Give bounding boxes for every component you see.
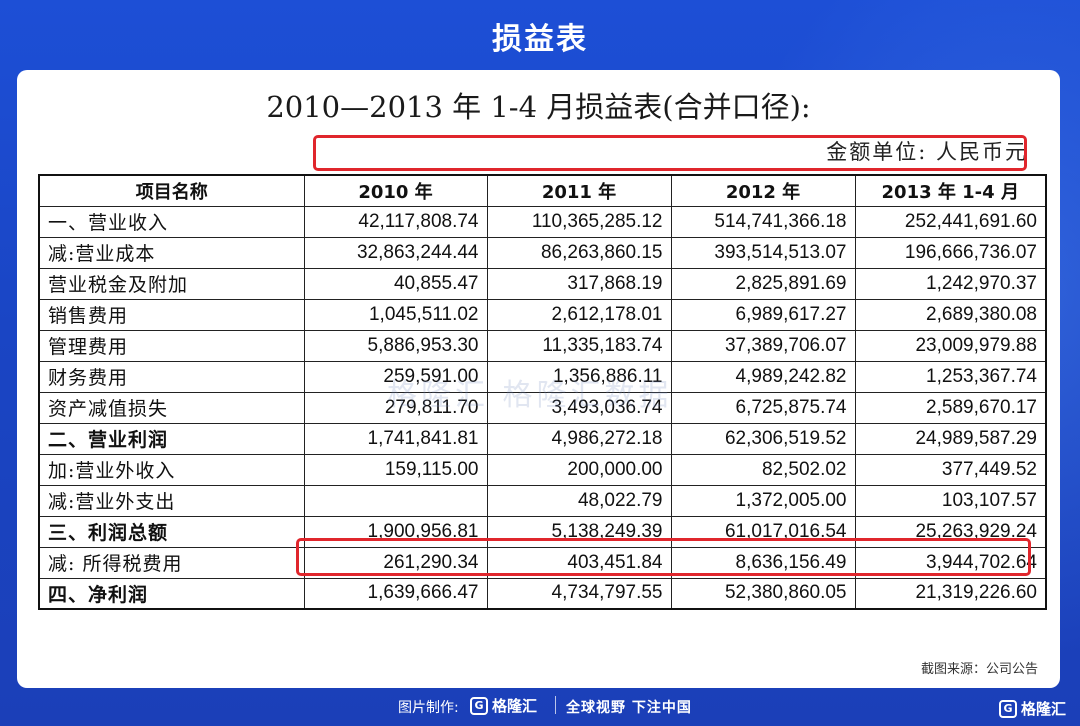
row-value: 514,741,366.18 bbox=[670, 205, 856, 238]
header-2013: 2013 年 1-4 月 bbox=[854, 174, 1047, 207]
made-by-label: 图片制作: bbox=[398, 700, 459, 716]
row-value: 4,989,242.82 bbox=[670, 360, 856, 393]
row-label: 一、营业收入 bbox=[38, 205, 305, 238]
row-value: 252,441,691.60 bbox=[854, 205, 1047, 238]
row-value: 52,380,860.05 bbox=[670, 577, 856, 610]
table-row: 三、利润总额 1,900,956.81 5,138,249.39 61,017,016… bbox=[38, 515, 1047, 548]
table-row: 减:营业外支出 48,022.79 1,372,005.00 103,107.57 bbox=[38, 484, 1047, 517]
row-value: 23,009,979.88 bbox=[854, 329, 1047, 362]
row-label: 管理费用 bbox=[38, 329, 305, 362]
table-row: 加:营业外收入 159,115.00 200,000.00 82,502.02 377,… bbox=[38, 453, 1047, 486]
row-value bbox=[303, 484, 488, 517]
table-row: 管理费用 5,886,953.30 11,335,183.74 37,389,706.… bbox=[38, 329, 1047, 362]
row-label: 减:营业成本 bbox=[38, 236, 305, 269]
row-value: 4,734,797.55 bbox=[486, 577, 672, 610]
row-label: 三、利润总额 bbox=[38, 515, 305, 548]
watermark: 格隆汇 格隆汇数据 bbox=[387, 378, 673, 413]
header-row: 项目名称 2010 年 2011 年 2012 年 2013 年 1-4 月 bbox=[38, 174, 1047, 207]
row-value: 61,017,016.54 bbox=[670, 515, 856, 548]
row-value: 377,449.52 bbox=[854, 453, 1047, 486]
row-value: 86,263,860.15 bbox=[486, 236, 672, 269]
header-2012: 2012 年 bbox=[670, 174, 856, 207]
row-value: 2,825,891.69 bbox=[670, 267, 856, 300]
footer-slogan: 全球视野 下注中国 bbox=[566, 700, 692, 716]
row-value: 40,855.47 bbox=[303, 267, 488, 300]
row-value: 1,741,841.81 bbox=[303, 422, 488, 455]
document-card: 2010—2013 年 1-4 月损益表(合并口径): 金额单位: 人民币元 项… bbox=[17, 70, 1060, 688]
row-value: 393,514,513.07 bbox=[670, 236, 856, 269]
table-row: 财务费用 259,591.00 1,356,886.11 4,989,242.82 1,… bbox=[38, 360, 1047, 393]
header-item-name: 项目名称 bbox=[38, 174, 305, 207]
row-value: 1,900,956.81 bbox=[303, 515, 488, 548]
header-2011: 2011 年 bbox=[486, 174, 672, 207]
brand-g-icon: G bbox=[470, 696, 488, 715]
highlight-revenue-row bbox=[313, 135, 1027, 171]
row-value: 103,107.57 bbox=[854, 484, 1047, 517]
row-value: 6,989,617.27 bbox=[670, 298, 856, 331]
row-value: 2,589,670.17 bbox=[854, 391, 1047, 424]
row-value: 5,886,953.30 bbox=[303, 329, 488, 362]
row-label: 资产减值损失 bbox=[38, 391, 305, 424]
corner-brand-logo: G 格隆汇 bbox=[998, 698, 1066, 719]
table-row: 四、净利润 1,639,666.47 4,734,797.55 52,380,860.… bbox=[38, 577, 1047, 610]
row-value: 4,986,272.18 bbox=[486, 422, 672, 455]
row-value: 32,863,244.44 bbox=[303, 236, 488, 269]
row-value: 3,493,036.74 bbox=[486, 391, 672, 424]
row-value: 1,639,666.47 bbox=[303, 577, 488, 610]
table-body: 一、营业收入 42,117,808.74 110,365,285.12 514,741… bbox=[38, 205, 1047, 610]
row-value: 196,666,736.07 bbox=[854, 236, 1047, 269]
row-value: 11,335,183.74 bbox=[486, 329, 672, 362]
row-value: 37,389,706.07 bbox=[670, 329, 856, 362]
table-row: 减:营业成本 32,863,244.44 86,263,860.15 393,514,… bbox=[38, 236, 1047, 269]
row-value: 21,319,226.60 bbox=[854, 577, 1047, 610]
row-label: 四、净利润 bbox=[38, 577, 305, 610]
row-value: 1,372,005.00 bbox=[670, 484, 856, 517]
row-value: 317,868.19 bbox=[486, 267, 672, 300]
row-label: 减:营业外支出 bbox=[38, 484, 305, 517]
row-value: 2,612,178.01 bbox=[486, 298, 672, 331]
row-value: 82,502.02 bbox=[670, 453, 856, 486]
row-value: 279,811.70 bbox=[303, 391, 488, 424]
unit-note: 金额单位: 人民币元 bbox=[826, 140, 1028, 164]
row-value: 2,689,380.08 bbox=[854, 298, 1047, 331]
row-value: 110,365,285.12 bbox=[486, 205, 672, 238]
table-row: 营业税金及附加 40,855.47 317,868.19 2,825,891.69 1,… bbox=[38, 267, 1047, 300]
row-value: 25,263,929.24 bbox=[854, 515, 1047, 548]
brand-name: 格隆汇 bbox=[492, 697, 538, 715]
row-value: 1,242,970.37 bbox=[854, 267, 1047, 300]
header-2010: 2010 年 bbox=[303, 174, 488, 207]
row-value: 1,356,886.11 bbox=[486, 360, 672, 393]
income-statement-table: 项目名称 2010 年 2011 年 2012 年 2013 年 1-4 月 一… bbox=[38, 174, 1047, 610]
row-value: 200,000.00 bbox=[486, 453, 672, 486]
table-row: 二、营业利润 1,741,841.81 4,986,272.18 62,306,519… bbox=[38, 422, 1047, 455]
footer: 图片制作: G 格隆汇 全球视野 下注中国 bbox=[0, 693, 1080, 719]
row-value: 42,117,808.74 bbox=[303, 205, 488, 238]
table-row: 资产减值损失 279,811.70 3,493,036.74 6,725,875.74… bbox=[38, 391, 1047, 424]
row-label: 销售费用 bbox=[38, 298, 305, 331]
corner-brand-name: 格隆汇 bbox=[1020, 700, 1066, 718]
row-value: 5,138,249.39 bbox=[486, 515, 672, 548]
table-row: 一、营业收入 42,117,808.74 110,365,285.12 514,741… bbox=[38, 205, 1047, 238]
row-value: 1,045,511.02 bbox=[303, 298, 488, 331]
row-value: 62,306,519.52 bbox=[670, 422, 856, 455]
row-label: 减: 所得税费用 bbox=[38, 546, 305, 579]
row-label: 加:营业外收入 bbox=[38, 453, 305, 486]
page-title: 损益表 bbox=[492, 22, 588, 57]
row-label: 二、营业利润 bbox=[38, 422, 305, 455]
row-value: 48,022.79 bbox=[486, 484, 672, 517]
brand-logo: G 格隆汇 bbox=[470, 695, 537, 716]
row-label: 营业税金及附加 bbox=[38, 267, 305, 300]
highlight-net-profit-row bbox=[296, 538, 1031, 576]
row-value: 6,725,875.74 bbox=[670, 391, 856, 424]
row-label: 财务费用 bbox=[38, 360, 305, 393]
row-value: 259,591.00 bbox=[303, 360, 488, 393]
row-value: 1,253,367.74 bbox=[854, 360, 1047, 393]
source-note: 截图来源：公司公告 bbox=[920, 662, 1038, 677]
corner-g-icon: G bbox=[998, 699, 1017, 718]
table-row: 销售费用 1,045,511.02 2,612,178.01 6,989,617.27… bbox=[38, 298, 1047, 331]
row-value: 24,989,587.29 bbox=[854, 422, 1047, 455]
footer-divider bbox=[555, 696, 556, 714]
row-value: 159,115.00 bbox=[303, 453, 488, 486]
document-title: 2010—2013 年 1-4 月损益表(合并口径): bbox=[266, 90, 811, 124]
